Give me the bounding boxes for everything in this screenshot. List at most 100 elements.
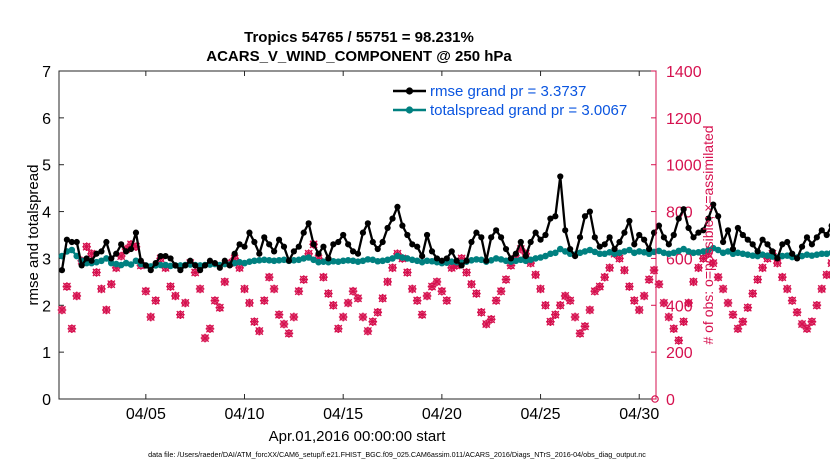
obs-point bbox=[817, 284, 827, 294]
rmse-marker bbox=[522, 252, 529, 260]
rmse-marker bbox=[720, 238, 727, 246]
obs-assimilated-marker bbox=[822, 270, 830, 280]
rmse-marker bbox=[78, 262, 85, 269]
obs-point bbox=[442, 296, 452, 305]
spread-marker bbox=[399, 254, 406, 261]
rmse-marker bbox=[542, 231, 549, 239]
rmse-marker bbox=[216, 264, 223, 271]
obs-assimilated-marker bbox=[97, 284, 106, 294]
obs-assimilated-marker bbox=[486, 315, 496, 324]
rmse-marker bbox=[63, 236, 70, 243]
obs-assimilated-marker bbox=[684, 298, 693, 308]
obs-assimilated-marker bbox=[245, 298, 254, 308]
rmse-marker bbox=[438, 257, 445, 264]
rmse-marker bbox=[641, 236, 648, 243]
rmse-marker bbox=[784, 238, 791, 246]
rmse-marker bbox=[251, 238, 258, 246]
obs-assimilated-marker bbox=[551, 310, 560, 319]
spread-marker bbox=[265, 257, 273, 264]
obs-assimilated-marker bbox=[659, 298, 669, 308]
rmse-marker bbox=[300, 229, 307, 236]
rmse-marker bbox=[586, 208, 593, 215]
obs-assimilated-marker bbox=[176, 310, 185, 319]
y-tick-label-left: 6 bbox=[42, 111, 51, 128]
obs-assimilated-marker bbox=[481, 319, 491, 329]
rmse-marker bbox=[211, 260, 219, 267]
spread-marker bbox=[714, 246, 722, 254]
obs-point bbox=[634, 305, 644, 315]
obs-point bbox=[625, 282, 634, 291]
obs-point bbox=[733, 324, 743, 334]
obs-point bbox=[536, 284, 545, 294]
obs-point bbox=[467, 279, 476, 289]
obs-assimilated-marker bbox=[723, 298, 733, 308]
obs-assimilated-marker bbox=[699, 254, 708, 263]
rmse-marker bbox=[744, 236, 751, 243]
obs-assimilated-marker bbox=[437, 286, 447, 296]
y-tick-label-right: 1400 bbox=[666, 64, 702, 81]
y-tick-label-left: 0 bbox=[42, 392, 51, 409]
obs-point bbox=[472, 289, 481, 298]
obs-point bbox=[102, 305, 111, 315]
obs-assimilated-marker bbox=[141, 286, 151, 296]
obs-assimilated-marker bbox=[363, 326, 373, 336]
rmse-marker bbox=[266, 241, 273, 248]
rmse-marker bbox=[724, 227, 732, 234]
spread-marker bbox=[734, 249, 742, 257]
obs-point bbox=[250, 317, 259, 327]
obs-assimilated-marker bbox=[748, 289, 758, 298]
obs-assimilated-marker bbox=[743, 303, 753, 312]
rmse-marker bbox=[739, 231, 746, 239]
obs-assimilated-marker bbox=[388, 263, 397, 273]
obs-assimilated-marker bbox=[324, 289, 333, 298]
y-axis-label-right: # of obs: o=possible; ×=assimilated bbox=[700, 125, 716, 344]
spread-marker bbox=[448, 258, 456, 266]
obs-assimilated-marker bbox=[269, 284, 279, 294]
obs-assimilated-marker bbox=[575, 329, 585, 338]
spread-marker bbox=[492, 255, 500, 262]
rmse-marker bbox=[310, 241, 317, 248]
spread-marker bbox=[246, 258, 253, 266]
spread-marker bbox=[473, 256, 480, 263]
rmse-marker bbox=[774, 255, 781, 262]
spread-marker bbox=[68, 246, 76, 254]
obs-assimilated-marker bbox=[348, 286, 358, 296]
spread-marker bbox=[374, 257, 382, 265]
rmse-marker bbox=[680, 206, 687, 213]
obs-assimilated-marker bbox=[585, 305, 595, 315]
spread-marker bbox=[502, 257, 510, 265]
rmse-marker bbox=[364, 220, 371, 227]
obs-assimilated-marker bbox=[462, 268, 471, 277]
obs-point bbox=[358, 312, 368, 322]
rmse-marker bbox=[552, 213, 559, 220]
rmse-marker bbox=[700, 227, 707, 234]
obs-point bbox=[501, 275, 511, 284]
obs-assimilated-marker bbox=[703, 249, 713, 259]
spread-marker bbox=[561, 248, 569, 255]
obs-assimilated-marker bbox=[689, 277, 698, 287]
obs-point bbox=[274, 310, 284, 319]
obs-assimilated-marker bbox=[615, 254, 624, 263]
obs-assimilated-marker bbox=[299, 275, 309, 284]
rmse-marker bbox=[231, 250, 238, 257]
spread-marker bbox=[364, 256, 372, 263]
rmse-marker bbox=[596, 243, 603, 250]
obs-point bbox=[417, 310, 427, 319]
rmse-marker bbox=[527, 238, 534, 246]
spread-marker bbox=[260, 256, 268, 264]
rmse-marker bbox=[557, 173, 564, 180]
obs-assimilated-marker bbox=[595, 282, 605, 291]
spread-marker bbox=[256, 257, 263, 264]
obs-assimilated-marker bbox=[407, 284, 417, 294]
obs-point bbox=[333, 324, 343, 334]
spread-marker bbox=[344, 257, 352, 264]
rmse-marker bbox=[428, 248, 436, 255]
obs-point bbox=[541, 300, 550, 310]
spread-marker bbox=[759, 251, 766, 258]
obs-assimilated-marker bbox=[151, 296, 161, 305]
rmse-marker bbox=[715, 213, 722, 220]
obs-assimilated-marker bbox=[644, 275, 654, 284]
obs-assimilated-marker bbox=[477, 307, 486, 317]
